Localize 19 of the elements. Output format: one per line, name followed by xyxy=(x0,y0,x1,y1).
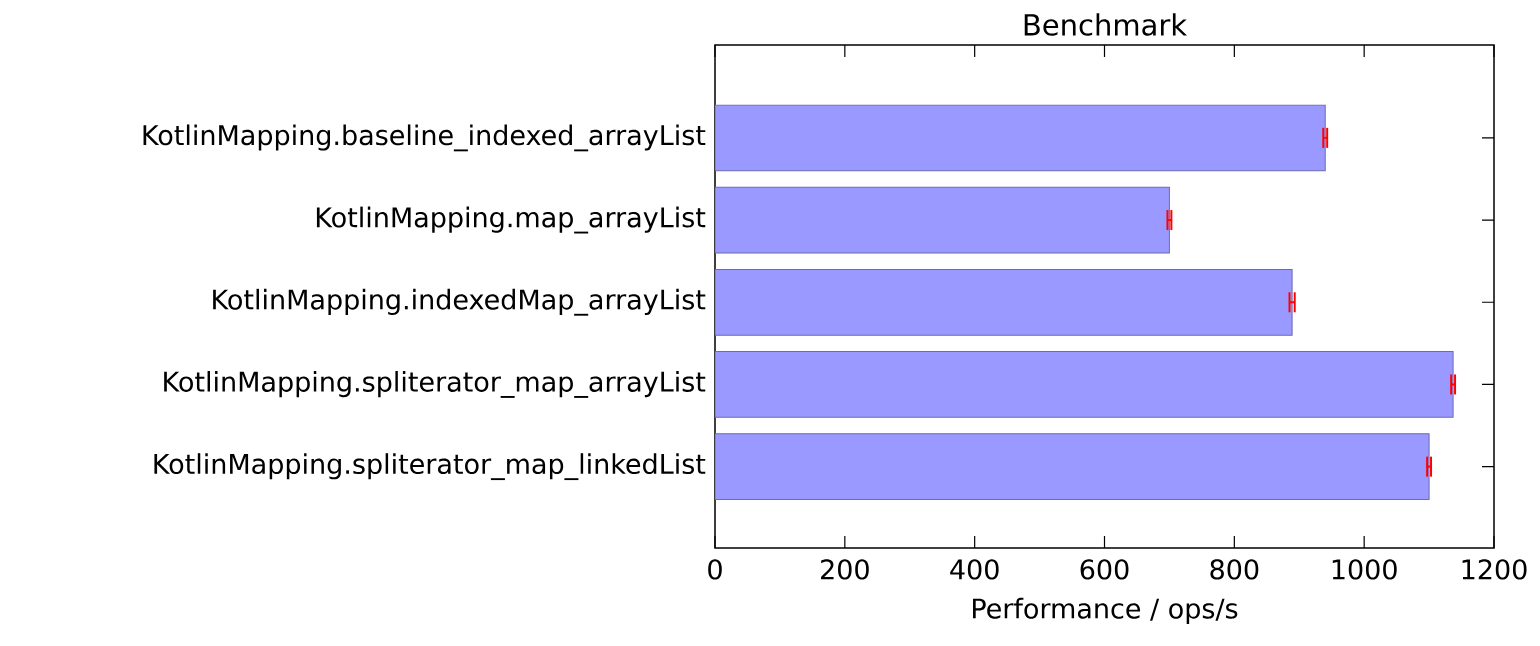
chart-title: Benchmark xyxy=(1024,13,1188,36)
y-tick-label: KotlinMapping.spliterator_map_arrayList xyxy=(164,371,706,398)
x-tick-label: 1000 xyxy=(1332,559,1397,580)
x-tick-label: 400 xyxy=(950,559,999,580)
x-tick-label: 200 xyxy=(821,559,869,580)
x-tick-label: 0 xyxy=(708,559,722,580)
y-tick-label: KotlinMapping.baseline_indexed_arrayList xyxy=(143,124,706,152)
bar xyxy=(715,104,1326,172)
y-tick-label: KotlinMapping.spliterator_map_linkedList xyxy=(154,453,706,481)
x-axis-title: Performance / ops/s xyxy=(973,597,1238,624)
bar xyxy=(715,268,1293,336)
x-tick-label: 800 xyxy=(1210,559,1259,580)
x-tick-label: 600 xyxy=(1080,559,1129,580)
bar xyxy=(715,186,1170,254)
x-tick-label: 1200 xyxy=(1462,559,1527,580)
y-tick-label: KotlinMapping.indexedMap_arrayList xyxy=(213,288,706,316)
bar xyxy=(715,433,1430,501)
y-tick-label: KotlinMapping.map_arrayList xyxy=(316,206,706,234)
bar xyxy=(715,351,1454,418)
